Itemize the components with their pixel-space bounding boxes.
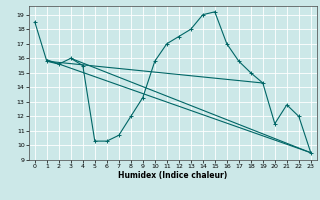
X-axis label: Humidex (Indice chaleur): Humidex (Indice chaleur) [118, 171, 228, 180]
